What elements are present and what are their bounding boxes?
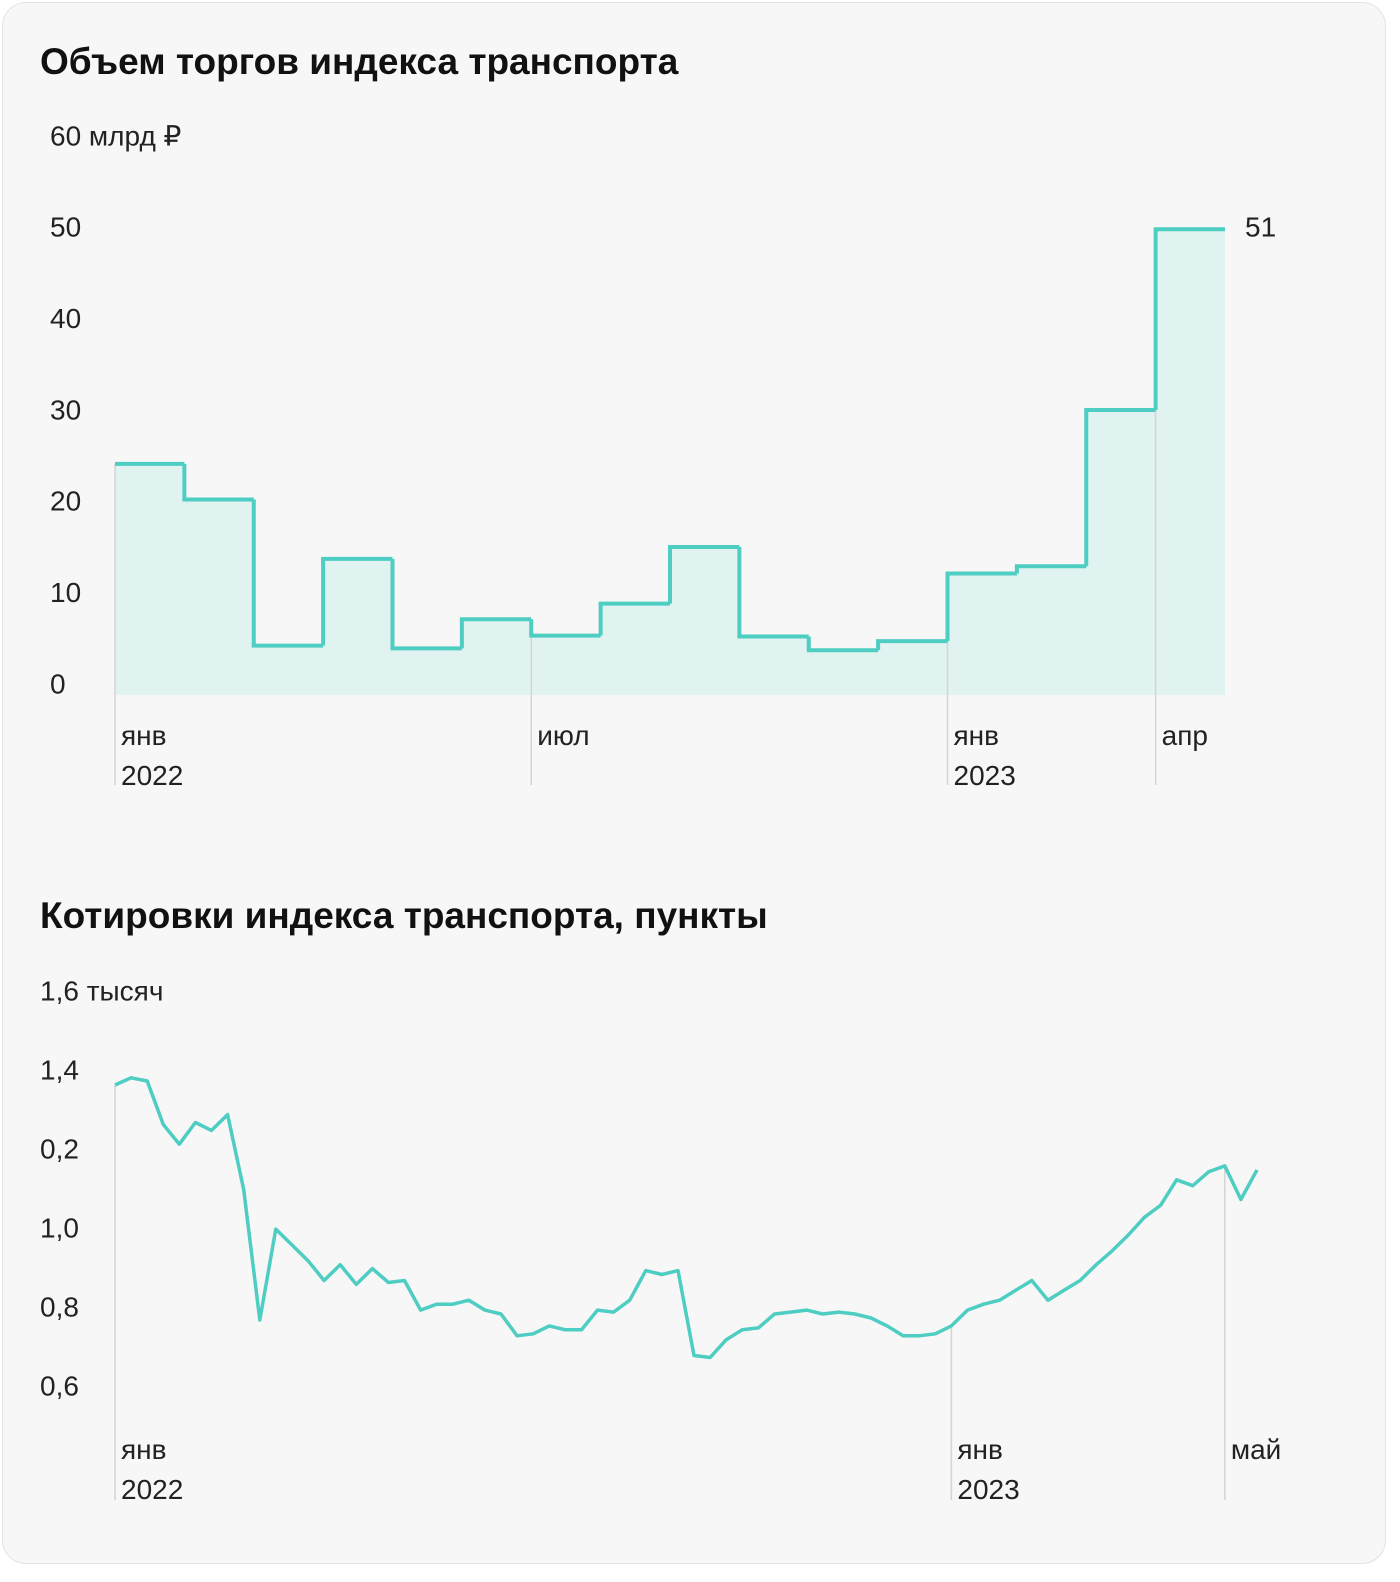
bar <box>947 573 1017 695</box>
bar <box>808 650 879 695</box>
bar <box>253 645 324 695</box>
bar <box>739 636 809 695</box>
y-tick-label: 1,6 тысяч <box>40 975 163 1006</box>
y-tick-label: 0 <box>50 668 66 699</box>
chart-title: Котировки индекса транспорта, пункты <box>40 895 768 936</box>
y-tick-label: 0,2 <box>40 1133 79 1164</box>
bar <box>461 619 532 695</box>
bar <box>878 641 948 695</box>
y-tick-label: 50 <box>50 212 81 243</box>
bar <box>184 499 254 695</box>
bar <box>323 558 393 695</box>
bar <box>1016 566 1087 695</box>
x-tick-label: янв 2022 <box>121 720 184 791</box>
y-tick-label: 1,0 <box>40 1212 79 1243</box>
x-tick-label: янв 2023 <box>957 1434 1020 1505</box>
line <box>114 1076 1259 1360</box>
y-tick-label: 10 <box>50 577 81 608</box>
bar <box>1086 410 1156 695</box>
bar <box>115 463 185 695</box>
y-tick-label: 40 <box>50 303 81 334</box>
y-tick-label: 1,4 <box>40 1054 79 1085</box>
y-tick-label: 0,6 <box>40 1370 79 1401</box>
bar <box>1155 229 1225 695</box>
x-tick-label: янв 2022 <box>121 1434 184 1505</box>
bar <box>670 547 740 695</box>
x-tick-label: июл <box>537 720 590 751</box>
bar <box>392 648 462 695</box>
x-tick-label: май <box>1230 1434 1282 1465</box>
value-label: 51 <box>1245 212 1276 243</box>
y-tick-label: 30 <box>50 394 81 425</box>
y-tick-label: 20 <box>50 486 81 517</box>
y-tick-label: 60 млрд ₽ <box>50 120 181 151</box>
chart-title: Объем торгов индекса транспорта <box>40 41 679 82</box>
bar <box>531 635 601 695</box>
y-tick-label: 0,8 <box>40 1291 79 1322</box>
x-tick-label: янв 2023 <box>953 720 1016 791</box>
x-tick-label: апр <box>1161 720 1208 751</box>
bar <box>600 603 670 695</box>
